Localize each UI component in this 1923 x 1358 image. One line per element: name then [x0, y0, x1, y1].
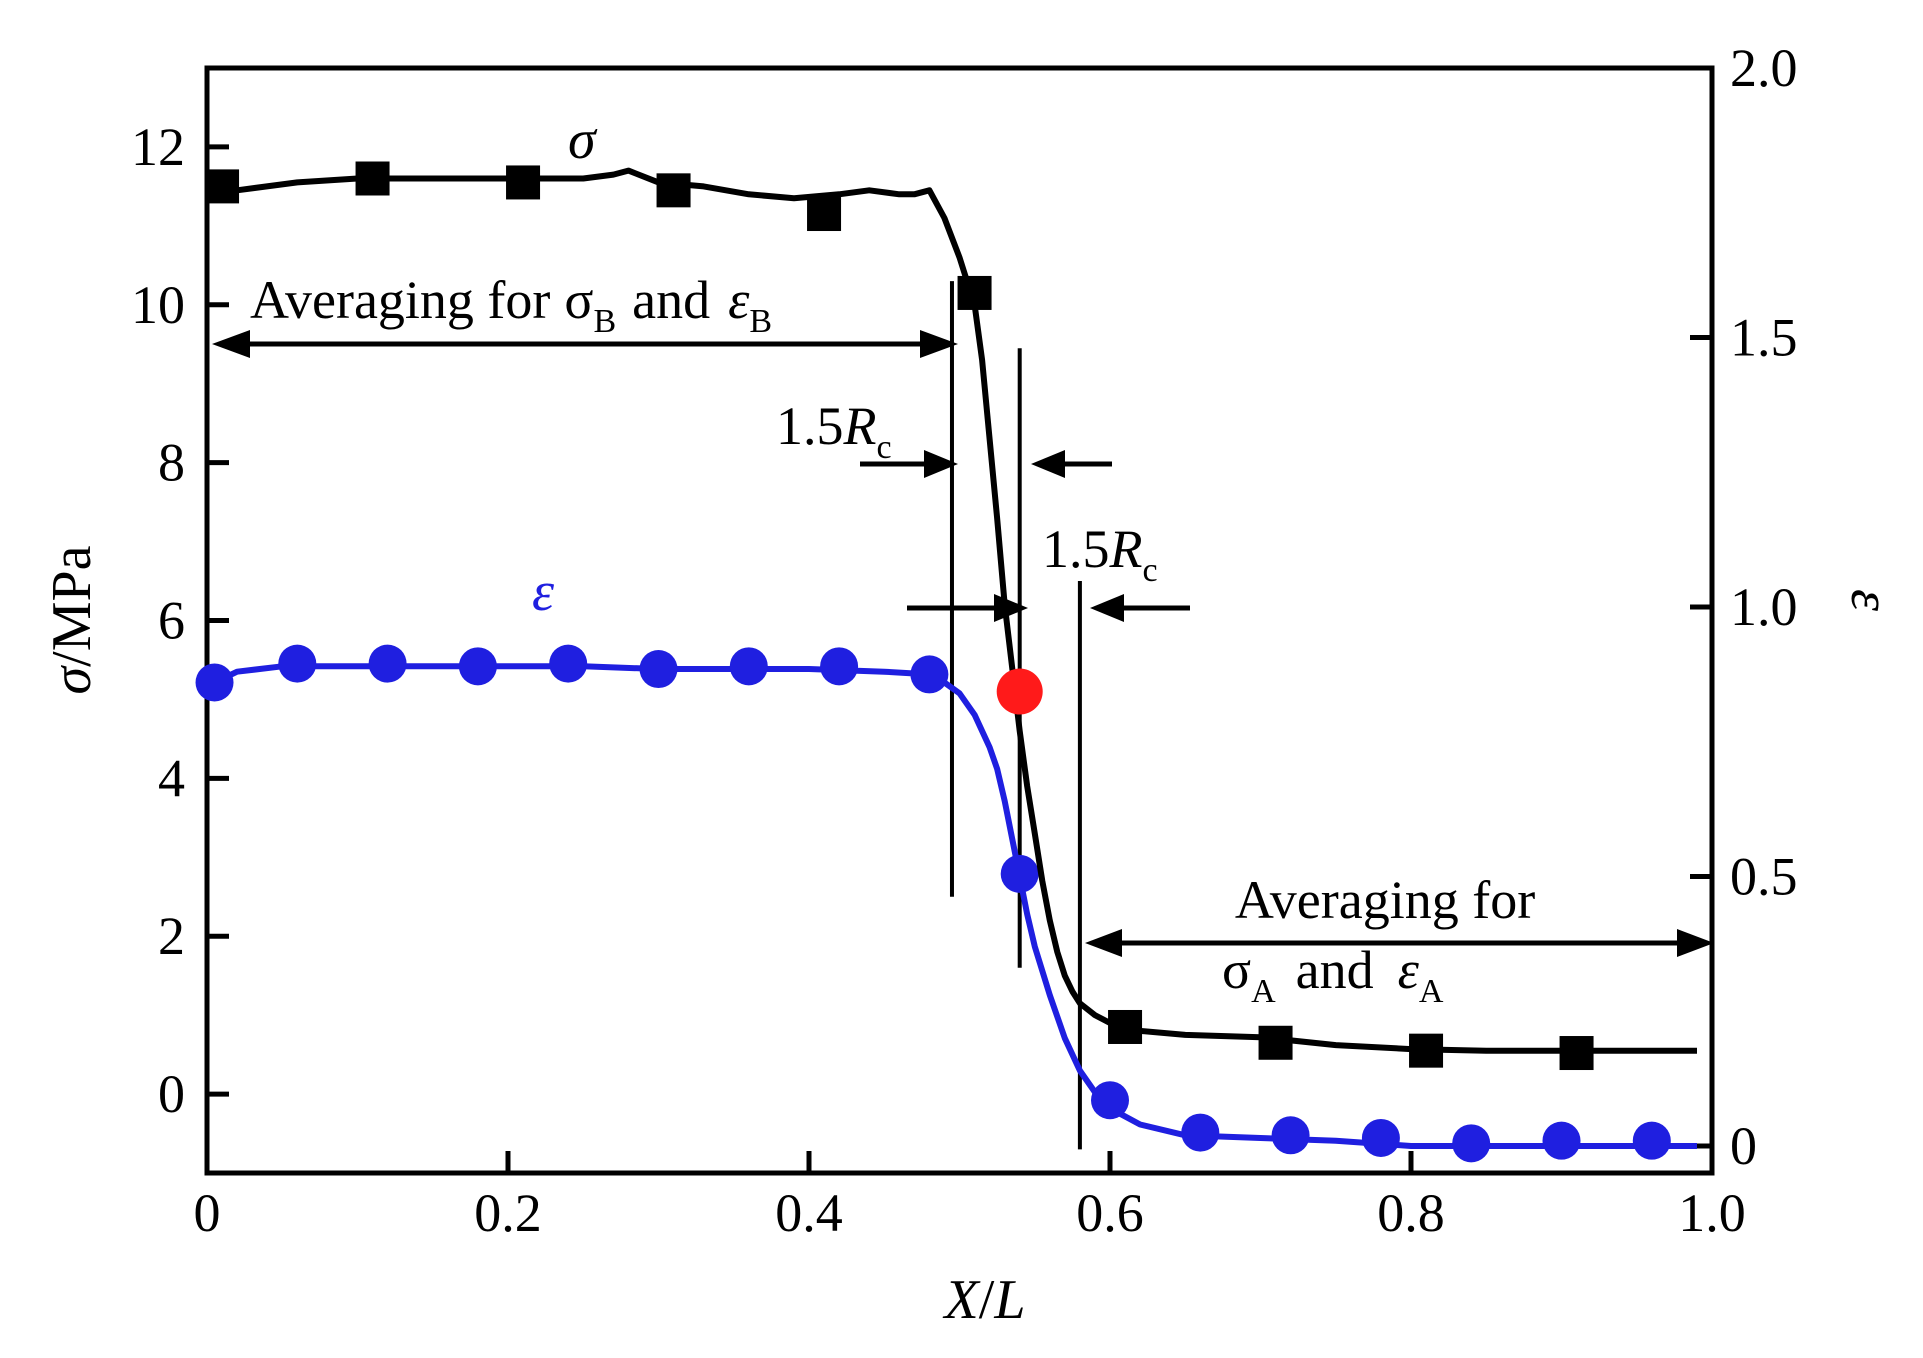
epsilon-data-point: [1181, 1113, 1220, 1152]
epsilon-data-point: [368, 644, 407, 683]
y-right-tick-label: 0.5: [1730, 847, 1798, 907]
epsilon-data-point: [1091, 1081, 1129, 1120]
epsilon-data-point: [820, 647, 859, 686]
sigma-data-point: [506, 165, 541, 200]
axis-ticks: 0 0.2 0.4 0.6 0.8 1.0 0 2 4 6 8 10 12 0 0.5 1.0 1.5 2.0: [131, 38, 1798, 1243]
sigma-data-point: [205, 169, 240, 204]
averaging-a-arrow: [1085, 929, 1714, 957]
epsilon-data-point: [910, 655, 949, 694]
x-tick-label: 0.6: [1076, 1183, 1144, 1243]
y-left-tick-label: 10: [131, 275, 185, 335]
sigma-data-point: [656, 173, 691, 208]
epsilon-data-point: [195, 663, 234, 702]
x-tick-label: 0.2: [474, 1183, 542, 1243]
averaging-b-label: Averaging for σB and εB: [250, 270, 772, 340]
sigma-series-line: [213, 167, 1697, 1054]
y-left-tick-label: 4: [158, 748, 185, 808]
plot-frame: [204, 65, 1715, 1176]
y-left-tick-label: 0: [158, 1064, 185, 1124]
y-right-tick-label: 1.5: [1730, 308, 1798, 368]
epsilon-data-point: [278, 644, 317, 683]
averaging-a-label-line1: Averaging for: [1235, 870, 1535, 930]
epsilon-data-point: [1271, 1116, 1310, 1155]
sigma-data-point: [1559, 1036, 1594, 1071]
y-axis-left-title: σ/MPa: [41, 545, 103, 694]
y-right-tick-label: 0: [1730, 1116, 1757, 1176]
x-tick-label: 0: [194, 1183, 221, 1243]
rc-arrows-lower: [907, 594, 1190, 622]
series-layer: [195, 161, 1697, 1163]
averaging-b-arrow: [212, 330, 958, 358]
sigma-data-point: [807, 197, 842, 232]
epsilon-data-point: [1632, 1121, 1671, 1160]
epsilon-data-point: [458, 647, 497, 686]
sigma-data-point: [957, 275, 992, 310]
sigma-data-point: [1108, 1009, 1143, 1044]
averaging-a-label-line2: σA and εA: [1222, 940, 1444, 1010]
y-left-tick-label: 12: [131, 117, 185, 177]
y-left-tick-label: 8: [158, 433, 185, 493]
x-axis-title: X/L: [943, 1269, 1026, 1331]
epsilon-data-point: [549, 644, 588, 683]
y-left-tick-label: 6: [158, 591, 185, 651]
epsilon-series-label: ε: [532, 561, 555, 623]
epsilon-data-point: [1542, 1121, 1581, 1160]
epsilon-data-point: [1361, 1118, 1400, 1157]
epsilon-data-point: [729, 647, 768, 686]
x-tick-label: 0.8: [1377, 1183, 1445, 1243]
x-tick-label: 0.4: [775, 1183, 843, 1243]
sigma-data-point: [1409, 1033, 1444, 1068]
y-left-tick-label: 2: [158, 906, 185, 966]
y-right-tick-label: 2.0: [1730, 38, 1798, 98]
rc-label-upper: 1.5Rc: [776, 396, 892, 466]
rc-label-lower: 1.5Rc: [1042, 519, 1158, 589]
epsilon-data-point: [1452, 1124, 1491, 1163]
sigma-series-label: σ: [568, 109, 598, 171]
y-axis-right-title: ε: [1839, 589, 1901, 612]
sigma-data-point: [1258, 1025, 1293, 1060]
x-tick-label: 1.0: [1678, 1183, 1746, 1243]
y-right-tick-label: 1.0: [1730, 577, 1798, 637]
epsilon-data-point: [1000, 854, 1039, 893]
epsilon-data-point: [639, 650, 678, 689]
rc-arrows-upper: [860, 450, 1112, 478]
sigma-data-point: [355, 161, 390, 196]
highlight-point: [996, 668, 1043, 715]
